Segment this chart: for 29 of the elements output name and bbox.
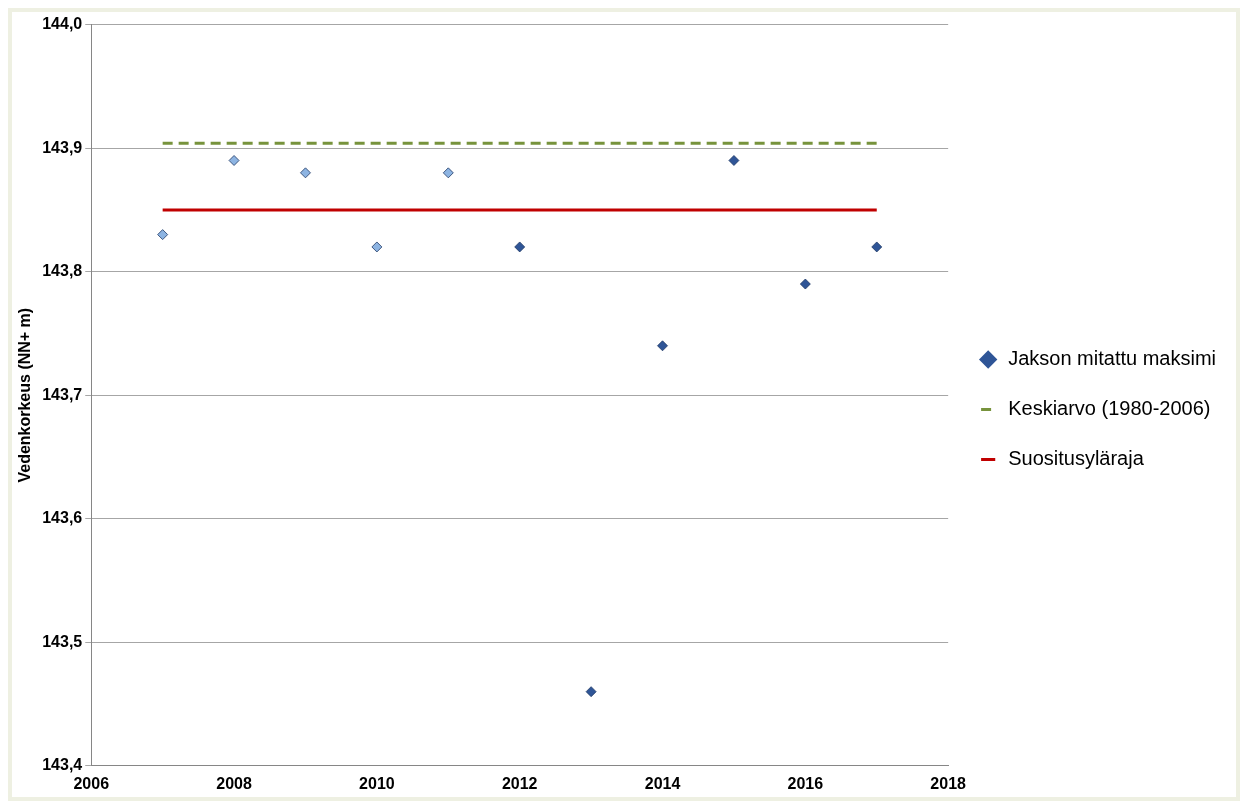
y-tick-label: 143,4 [42,756,83,774]
point [657,340,668,352]
legend-label: Keskiarvo (1980-2006) [1008,397,1211,420]
x-tick-label: 2006 [73,774,110,792]
x-tick-label: 2014 [644,774,681,792]
legend-label: Suositusyläraja [1008,447,1145,470]
y-tick-label: 143,9 [42,138,83,156]
point [514,241,526,253]
legend-label: Jakson mitattu maksimi [1008,347,1217,370]
y-tick-label: 143,7 [42,385,83,403]
point [799,278,811,290]
point [157,229,169,241]
point [871,241,883,253]
y-tick-label: 143,8 [42,262,83,280]
y-tick-label: 143,5 [42,632,83,650]
point [228,155,240,166]
x-tick-label: 2010 [359,774,395,792]
y-axis-title: Vedenkorkeus (NN+ m) [16,307,34,483]
y-tick-label: 143,6 [42,509,83,527]
x-tick-label: 2012 [501,774,538,792]
x-tick-label: 2008 [216,774,252,792]
point [442,167,454,179]
x-tick-label: 2018 [930,774,967,792]
x-tick-label: 2016 [787,774,824,792]
point [371,241,383,253]
y-tick-label: 144,0 [42,15,83,33]
point [728,155,740,166]
point [585,686,597,698]
point [300,167,311,179]
